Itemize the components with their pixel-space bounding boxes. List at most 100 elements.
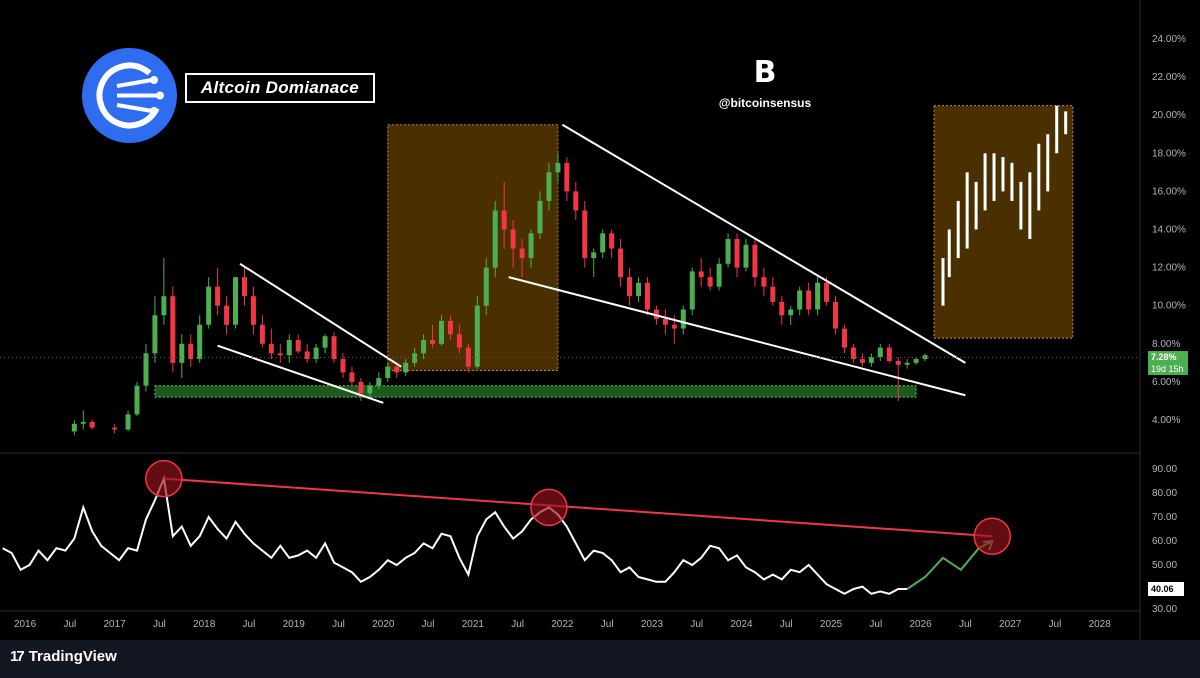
time-tick-label: Jul	[63, 619, 76, 630]
price-tick-label: 20.00%	[1152, 110, 1186, 121]
candle-body	[71, 423, 77, 432]
time-tick-label: Jul	[422, 619, 435, 630]
candle-body	[859, 359, 865, 363]
time-tick-label: 2027	[999, 619, 1022, 630]
candle-body	[313, 347, 319, 360]
candle-body	[179, 343, 185, 363]
candle-body	[286, 339, 292, 356]
rsi-peak-circle	[973, 517, 1011, 555]
wedge-2018-upper	[239, 262, 402, 368]
projection-bar	[947, 229, 951, 278]
brand-watermark: B @bitcoinsensus	[705, 58, 825, 111]
price-tick-label: 12.00%	[1152, 263, 1186, 274]
time-tick-label: 2017	[104, 619, 127, 630]
projection-bar	[1001, 157, 1005, 192]
rsi-tick-label: 80.00	[1152, 488, 1177, 499]
projection-bar	[1046, 134, 1050, 192]
candle-body	[922, 355, 928, 360]
projection-box	[933, 105, 1074, 339]
candle-body	[304, 351, 310, 360]
time-tick-label: 2025	[820, 619, 843, 630]
candle-body	[546, 172, 552, 201]
time-tick-label: Jul	[243, 619, 256, 630]
candle-body	[152, 315, 158, 354]
rsi-peak-circle	[145, 459, 183, 498]
candle-body	[716, 263, 722, 287]
candle-body	[349, 372, 355, 382]
candle-body	[277, 353, 283, 356]
projection-bar	[965, 172, 969, 249]
candle-body	[573, 191, 579, 211]
candle-body	[295, 339, 301, 352]
candle-body	[815, 282, 821, 310]
candle-body	[188, 343, 194, 360]
candle-body	[430, 339, 436, 344]
candle-body	[215, 286, 221, 306]
candle-body	[456, 334, 462, 348]
time-tick-label: 2023	[641, 619, 664, 630]
candle-body	[743, 244, 749, 268]
candle-body	[797, 290, 803, 310]
support-zone	[154, 385, 917, 398]
candle-body	[833, 301, 839, 329]
candle-body	[707, 277, 713, 287]
candle-body	[680, 309, 686, 329]
price-tick-label: 8.00%	[1152, 339, 1180, 350]
candle-body	[197, 324, 203, 360]
candle-body	[358, 381, 364, 394]
time-tick-label: 2019	[283, 619, 306, 630]
time-tick-label: Jul	[1049, 619, 1062, 630]
time-tick-label: Jul	[780, 619, 793, 630]
candle-body	[904, 362, 910, 365]
projection-bar	[1037, 143, 1041, 211]
candle-body	[367, 385, 373, 394]
footer-bar	[0, 640, 1200, 678]
rsi-tick-label: 90.00	[1152, 464, 1177, 475]
rsi-tag: 40.06	[1148, 582, 1184, 596]
candle-body	[143, 353, 149, 386]
rsi-line	[2, 474, 908, 595]
tradingview-icon: 17	[10, 648, 25, 665]
time-tick-label: 2020	[372, 619, 395, 630]
candle-body	[250, 296, 256, 325]
projection-bar	[974, 181, 978, 230]
candle-body	[662, 319, 668, 325]
candle-body	[376, 378, 382, 386]
candle-body	[895, 360, 901, 365]
wedge-2018-lower	[217, 344, 384, 404]
candle-body	[600, 233, 606, 253]
candle-body	[519, 248, 525, 259]
wedge-2022-upper	[561, 123, 966, 364]
candle-body	[671, 324, 677, 329]
candle-body	[734, 239, 740, 268]
candle-body	[528, 233, 534, 259]
candle-body	[689, 271, 695, 310]
candle-body	[340, 359, 346, 373]
candle-body	[636, 282, 642, 297]
candle-body	[627, 277, 633, 297]
time-tick-label: 2024	[730, 619, 753, 630]
candle-body	[394, 366, 400, 373]
projection-bar	[983, 153, 987, 211]
rsi-tick-label: 30.00	[1152, 604, 1177, 615]
candle-body	[483, 267, 489, 306]
candle-body	[233, 277, 239, 325]
price-tick-label: 4.00%	[1152, 415, 1180, 426]
candle-body	[850, 347, 856, 360]
time-tick-label: Jul	[690, 619, 703, 630]
candle-body	[385, 366, 391, 379]
candle-body	[582, 210, 588, 259]
wedge-2022-lower	[508, 276, 966, 397]
candle-body	[89, 421, 95, 428]
tradingview-logo[interactable]: 17 TradingView	[10, 648, 117, 665]
price-tag-countdown: 19d 15h	[1151, 364, 1184, 374]
candle-body	[474, 305, 480, 367]
candle-body	[877, 347, 883, 358]
candle-body	[412, 353, 418, 363]
time-tick-label: Jul	[959, 619, 972, 630]
candle-body	[447, 320, 453, 335]
candle-body	[421, 339, 427, 354]
candle-body	[259, 324, 265, 344]
projection-bar	[1055, 105, 1059, 154]
candle-body	[788, 309, 794, 316]
